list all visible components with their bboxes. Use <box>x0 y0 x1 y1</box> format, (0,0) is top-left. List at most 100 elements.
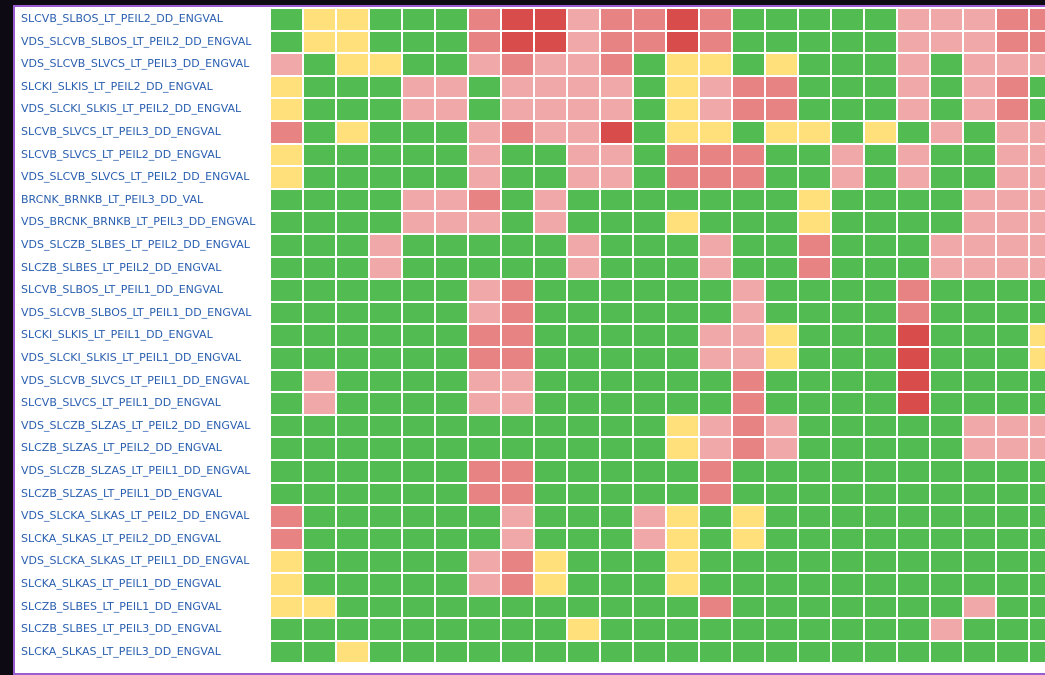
cell[interactable] <box>666 75 699 99</box>
cell[interactable] <box>930 75 963 99</box>
cell[interactable] <box>963 550 996 573</box>
cell[interactable] <box>732 8 765 31</box>
cell[interactable] <box>402 75 435 99</box>
cell[interactable] <box>303 482 336 506</box>
cell[interactable] <box>468 505 501 528</box>
cell[interactable] <box>699 166 732 189</box>
cell[interactable] <box>600 143 633 167</box>
cell[interactable] <box>336 482 369 506</box>
cell[interactable] <box>831 143 864 167</box>
cell[interactable] <box>402 166 435 189</box>
cell[interactable] <box>798 392 831 415</box>
cell[interactable] <box>336 460 369 483</box>
cell[interactable] <box>369 166 402 189</box>
cell[interactable] <box>270 550 303 573</box>
cell[interactable] <box>633 8 666 31</box>
cell[interactable] <box>402 414 435 438</box>
cell[interactable] <box>336 437 369 460</box>
cell[interactable] <box>963 414 996 438</box>
cell[interactable] <box>336 505 369 528</box>
cell[interactable] <box>996 256 1029 280</box>
cell[interactable] <box>600 369 633 393</box>
cell[interactable] <box>270 98 303 121</box>
cell[interactable] <box>567 301 600 325</box>
cell[interactable] <box>402 143 435 167</box>
cell[interactable] <box>996 505 1029 528</box>
cell[interactable] <box>930 279 963 302</box>
cell[interactable] <box>303 211 336 234</box>
cell[interactable] <box>963 98 996 121</box>
cell[interactable] <box>303 369 336 393</box>
cell[interactable] <box>600 279 633 302</box>
cell[interactable] <box>963 301 996 325</box>
cell[interactable] <box>633 301 666 325</box>
cell[interactable] <box>303 527 336 551</box>
cell[interactable] <box>369 324 402 347</box>
cell[interactable] <box>270 301 303 325</box>
cell[interactable] <box>402 301 435 325</box>
cell[interactable] <box>732 234 765 257</box>
cell[interactable] <box>600 256 633 280</box>
cell[interactable] <box>765 53 798 76</box>
cell[interactable] <box>468 75 501 99</box>
cell[interactable] <box>897 211 930 234</box>
cell[interactable] <box>567 188 600 212</box>
cell[interactable] <box>633 527 666 551</box>
cell[interactable] <box>501 505 534 528</box>
cell[interactable] <box>732 324 765 347</box>
cell[interactable] <box>336 527 369 551</box>
cell[interactable] <box>963 53 996 76</box>
cell[interactable] <box>501 143 534 167</box>
cell[interactable] <box>567 121 600 144</box>
row-label[interactable]: SLCKA_SLKAS_LT_PEIL1_DD_ENGVAL <box>21 577 221 590</box>
cell[interactable] <box>831 211 864 234</box>
cell[interactable] <box>567 347 600 370</box>
cell[interactable] <box>798 30 831 54</box>
cell[interactable] <box>897 30 930 54</box>
cell[interactable] <box>831 550 864 573</box>
cell[interactable] <box>633 75 666 99</box>
cell[interactable] <box>732 121 765 144</box>
cell[interactable] <box>336 53 369 76</box>
cell[interactable] <box>435 143 468 167</box>
cell[interactable] <box>699 188 732 212</box>
cell[interactable] <box>963 143 996 167</box>
cell[interactable] <box>336 8 369 31</box>
cell[interactable] <box>732 98 765 121</box>
cell[interactable] <box>435 211 468 234</box>
cell[interactable] <box>369 234 402 257</box>
cell[interactable] <box>996 30 1029 54</box>
row-label[interactable]: SLCZB_SLBES_LT_PEIL1_DD_ENGVAL <box>21 599 222 613</box>
cell[interactable] <box>534 595 567 619</box>
cell[interactable] <box>567 595 600 619</box>
cell[interactable] <box>600 527 633 551</box>
cell[interactable] <box>963 188 996 212</box>
cell[interactable] <box>336 414 369 438</box>
cell[interactable] <box>336 595 369 619</box>
cell[interactable] <box>996 640 1029 664</box>
cell[interactable] <box>897 392 930 415</box>
cell[interactable] <box>996 53 1029 76</box>
cell[interactable] <box>996 75 1029 99</box>
cell[interactable] <box>864 256 897 280</box>
cell[interactable] <box>864 527 897 551</box>
cell[interactable] <box>402 573 435 596</box>
cell[interactable] <box>633 279 666 302</box>
cell[interactable] <box>270 121 303 144</box>
cell[interactable] <box>666 188 699 212</box>
cell[interactable] <box>567 527 600 551</box>
cell[interactable] <box>699 121 732 144</box>
cell[interactable] <box>897 8 930 31</box>
cell[interactable] <box>765 8 798 31</box>
cell[interactable] <box>963 505 996 528</box>
cell[interactable] <box>897 347 930 370</box>
cell[interactable] <box>600 414 633 438</box>
cell[interactable] <box>996 573 1029 596</box>
cell[interactable] <box>831 324 864 347</box>
cell[interactable] <box>930 460 963 483</box>
cell[interactable] <box>369 550 402 573</box>
cell[interactable] <box>336 188 369 212</box>
cell[interactable] <box>666 527 699 551</box>
cell[interactable] <box>501 573 534 596</box>
row-label[interactable]: VDS_SLCVB_SLBOS_LT_PEIL2_DD_ENGVAL <box>21 34 252 48</box>
